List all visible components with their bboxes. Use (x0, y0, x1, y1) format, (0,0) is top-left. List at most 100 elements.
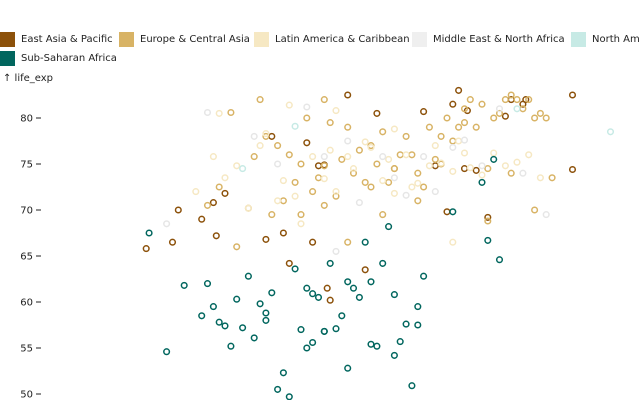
data-point[interactable] (250, 334, 258, 342)
data-point[interactable] (460, 165, 469, 173)
data-point[interactable] (501, 96, 509, 104)
data-point[interactable] (373, 109, 381, 117)
data-point[interactable] (332, 247, 340, 255)
data-point[interactable] (431, 188, 439, 196)
data-point[interactable] (449, 167, 457, 175)
data-point[interactable] (414, 197, 422, 205)
data-point[interactable] (320, 96, 328, 104)
data-point[interactable] (425, 123, 433, 131)
data-point[interactable] (536, 109, 544, 117)
data-point[interactable] (262, 235, 270, 243)
data-point[interactable] (192, 188, 200, 196)
data-point[interactable] (361, 138, 369, 146)
data-point[interactable] (379, 259, 387, 267)
data-point[interactable] (361, 266, 369, 274)
data-point[interactable] (142, 245, 150, 253)
data-point[interactable] (390, 174, 398, 182)
data-point[interactable] (209, 153, 217, 161)
data-point[interactable] (355, 293, 363, 301)
data-point[interactable] (449, 238, 457, 246)
data-point[interactable] (174, 206, 182, 214)
data-point[interactable] (390, 291, 398, 299)
data-point[interactable] (303, 103, 311, 111)
data-point[interactable] (239, 324, 247, 332)
data-point[interactable] (285, 151, 293, 159)
data-point[interactable] (548, 174, 556, 182)
data-point[interactable] (274, 385, 282, 393)
data-point[interactable] (279, 229, 287, 237)
data-point[interactable] (215, 109, 223, 117)
data-point[interactable] (309, 153, 317, 161)
data-point[interactable] (367, 183, 375, 191)
data-point[interactable] (484, 213, 492, 221)
data-point[interactable] (495, 256, 504, 264)
data-point[interactable] (449, 100, 457, 108)
data-point[interactable] (309, 238, 317, 246)
data-point[interactable] (209, 303, 217, 311)
data-point[interactable] (274, 160, 282, 168)
data-point[interactable] (390, 165, 398, 173)
data-point[interactable] (361, 178, 369, 186)
data-point[interactable] (256, 142, 264, 150)
data-point[interactable] (344, 278, 352, 286)
data-point[interactable] (525, 151, 533, 159)
data-point[interactable] (279, 369, 287, 377)
data-point[interactable] (297, 220, 305, 228)
data-point[interactable] (344, 123, 352, 131)
data-point[interactable] (279, 177, 287, 185)
data-point[interactable] (198, 215, 206, 223)
data-point[interactable] (320, 327, 328, 335)
data-point[interactable] (478, 162, 486, 170)
data-point[interactable] (239, 165, 247, 173)
data-point[interactable] (221, 189, 229, 197)
data-point[interactable] (274, 142, 282, 150)
data-point[interactable] (244, 272, 252, 280)
legend-item[interactable]: Sub-Saharan Africa (0, 50, 117, 66)
data-point[interactable] (478, 171, 486, 179)
legend-item[interactable]: Middle East & North Africa (412, 31, 565, 47)
data-point[interactable] (542, 114, 550, 122)
data-point[interactable] (478, 178, 486, 186)
data-point[interactable] (402, 320, 410, 328)
data-point[interactable] (303, 344, 311, 352)
data-point[interactable] (355, 146, 363, 154)
data-point[interactable] (466, 164, 474, 172)
data-point[interactable] (414, 303, 422, 311)
data-point[interactable] (437, 159, 445, 167)
data-point[interactable] (402, 151, 410, 159)
data-point[interactable] (349, 169, 358, 177)
data-point[interactable] (168, 238, 177, 246)
data-point[interactable] (285, 393, 293, 400)
data-point[interactable] (443, 208, 451, 216)
data-point[interactable] (396, 151, 404, 159)
data-point[interactable] (525, 96, 533, 104)
data-point[interactable] (297, 211, 305, 219)
data-point[interactable] (460, 119, 469, 127)
data-point[interactable] (203, 280, 212, 288)
data-point[interactable] (262, 132, 270, 140)
legend-item[interactable]: North America (571, 31, 640, 47)
data-point[interactable] (472, 166, 480, 174)
data-point[interactable] (425, 162, 433, 170)
data-point[interactable] (233, 295, 241, 303)
data-point[interactable] (323, 284, 331, 292)
data-point[interactable] (314, 293, 323, 301)
data-point[interactable] (385, 178, 393, 186)
data-point[interactable] (291, 192, 299, 200)
data-point[interactable] (437, 132, 445, 140)
data-point[interactable] (256, 300, 264, 308)
data-point[interactable] (203, 201, 212, 209)
data-point[interactable] (408, 151, 416, 159)
data-point[interactable] (568, 165, 577, 174)
data-point[interactable] (455, 86, 463, 94)
data-point[interactable] (349, 165, 358, 173)
data-point[interactable] (227, 342, 235, 350)
data-point[interactable] (484, 217, 492, 225)
data-point[interactable] (460, 105, 469, 113)
data-point[interactable] (326, 146, 334, 154)
data-point[interactable] (484, 165, 492, 173)
data-point[interactable] (420, 183, 428, 191)
data-point[interactable] (163, 348, 171, 356)
data-point[interactable] (460, 136, 469, 144)
data-point[interactable] (320, 153, 328, 161)
